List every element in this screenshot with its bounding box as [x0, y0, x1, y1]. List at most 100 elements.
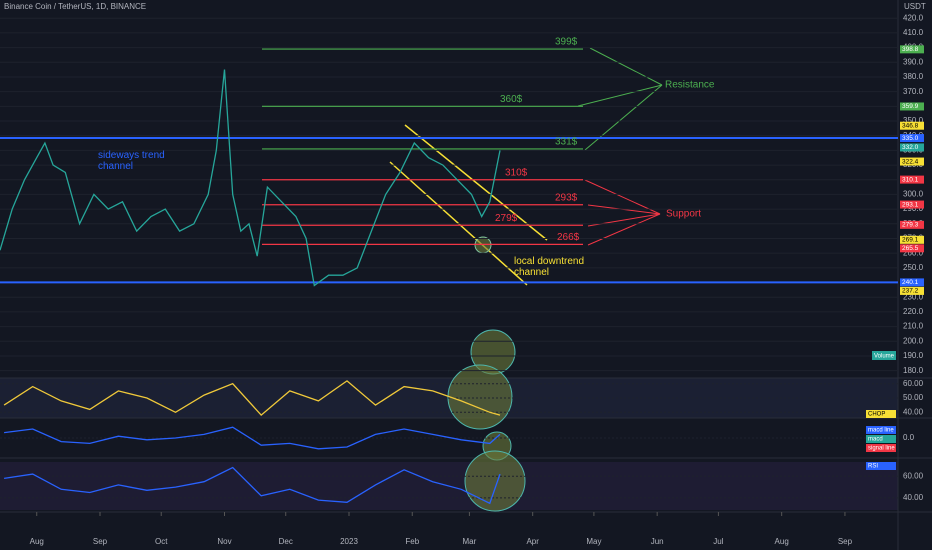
arrow: [589, 47, 663, 86]
legend-label: CHOP: [868, 412, 885, 418]
x-tick-label: Feb: [405, 537, 419, 546]
sideways-label: sideways trend channel: [98, 150, 165, 172]
series-line: [0, 69, 501, 287]
price-tag: [900, 175, 924, 184]
y-tick-label: 0.0: [903, 433, 915, 442]
resistance-arrows: [577, 47, 663, 151]
channel-line: [404, 124, 548, 241]
price-tag: [900, 220, 924, 229]
y-tick-label: 60.00: [903, 379, 924, 388]
price-tag-label: 279.3: [902, 222, 919, 229]
arrow: [577, 84, 663, 107]
y-tick-label: 200.0: [903, 336, 924, 345]
y-tick-label: 390.0: [903, 57, 924, 66]
y-tick-label: 180.0: [903, 366, 924, 375]
chart-title: Binance Coin / TetherUS, 1D, BINANCE: [4, 2, 146, 11]
y-tick-label: 300.0: [903, 190, 924, 199]
price-tag-label: 237.2: [902, 288, 919, 295]
price-tag: [900, 278, 924, 287]
y-tick-label: 40.00: [903, 493, 924, 502]
y-tick-label: 260.0: [903, 248, 924, 257]
series-line: [4, 466, 501, 505]
legend-tag: [866, 435, 896, 443]
annotation: local downtrend channel: [514, 256, 585, 278]
y-tick-label: 230.0: [903, 292, 924, 301]
price-tag-label: 322.4: [902, 158, 919, 165]
price-tag: [900, 286, 924, 295]
price-tag: [900, 143, 924, 152]
legend-label: signal line: [868, 446, 895, 452]
x-tick-label: Aug: [775, 537, 789, 546]
price-tag: [900, 200, 924, 209]
legend-tag: [866, 426, 896, 434]
y-tick-label: 290.0: [903, 204, 924, 213]
level-label: 360$: [500, 94, 523, 105]
highlight: [464, 450, 526, 512]
arrow: [584, 179, 661, 215]
y-tick-label: 350.0: [903, 116, 924, 125]
y-tick-label: 410.0: [903, 28, 924, 37]
arrow: [587, 213, 661, 246]
support-label: Support: [666, 209, 701, 220]
price-tag: [900, 102, 924, 111]
level-label: 310$: [505, 167, 528, 178]
price-tag-label: 398.8: [902, 46, 919, 53]
price-tag-label: 240.1: [902, 279, 919, 286]
x-tick-label: Oct: [155, 537, 168, 546]
arrow: [584, 84, 663, 151]
x-tick-label: Nov: [217, 537, 231, 546]
x-tick-label: Apr: [526, 537, 539, 546]
price-tag: [900, 134, 924, 143]
legend-label: macd line: [868, 428, 894, 434]
price-tag-label: 346.8: [902, 122, 919, 129]
x-tick-label: Jun: [651, 537, 664, 546]
legend-tag: [866, 444, 896, 452]
highlight: [474, 236, 492, 254]
y-tick-label: 250.0: [903, 263, 924, 272]
y-tick-label: 190.0: [903, 351, 924, 360]
x-tick-label: Sep: [93, 537, 108, 546]
resistance-label: Resistance: [665, 80, 715, 91]
price-tag: [900, 121, 924, 130]
highlight: [447, 364, 513, 430]
price-tag-label: 269.1: [902, 237, 919, 244]
price-tag-label: 359.9: [902, 103, 919, 110]
price-tag-label: 265.5: [902, 245, 919, 252]
x-tick-label: Aug: [30, 537, 44, 546]
price-tag: [900, 244, 924, 253]
y-tick-label: 40.00: [903, 407, 924, 416]
series-line: [4, 426, 501, 450]
x-tick-label: May: [586, 537, 601, 546]
level-label: 399$: [555, 37, 578, 48]
downtrend-label: local downtrend channel: [514, 256, 585, 278]
price-tag-label: 310.1: [902, 176, 919, 183]
level-label: 331$: [555, 137, 578, 148]
y-tick-label: 380.0: [903, 72, 924, 81]
y-tick-label: 220.0: [903, 307, 924, 316]
currency: USDT: [904, 2, 926, 11]
level-label: 266$: [557, 232, 580, 243]
x-tick-label: Dec: [279, 537, 293, 546]
price-tag: [900, 157, 924, 166]
legend-tag: [866, 410, 896, 418]
y-tick-label: 50.00: [903, 393, 924, 402]
y-tick-label: 370.0: [903, 87, 924, 96]
level-label: 279$: [495, 213, 518, 224]
x-tick-label: Mar: [463, 537, 477, 546]
legend-tag: [866, 462, 896, 470]
y-tick-label: 420.0: [903, 13, 924, 22]
price-tag: [900, 235, 924, 244]
legend-label: RSI: [868, 464, 878, 470]
volume-label: Volume: [874, 354, 895, 360]
volume-tag: [872, 351, 896, 360]
y-tick-label: 210.0: [903, 322, 924, 331]
series-line: [3, 380, 501, 417]
price-tag-label: 293.1: [902, 201, 919, 208]
legend-label: macd: [868, 437, 883, 443]
annotation: sideways trend channel: [98, 150, 165, 172]
price-tag-label: 332.0: [902, 144, 919, 151]
price-tag: [900, 45, 924, 54]
x-tick-label: Sep: [838, 537, 853, 546]
